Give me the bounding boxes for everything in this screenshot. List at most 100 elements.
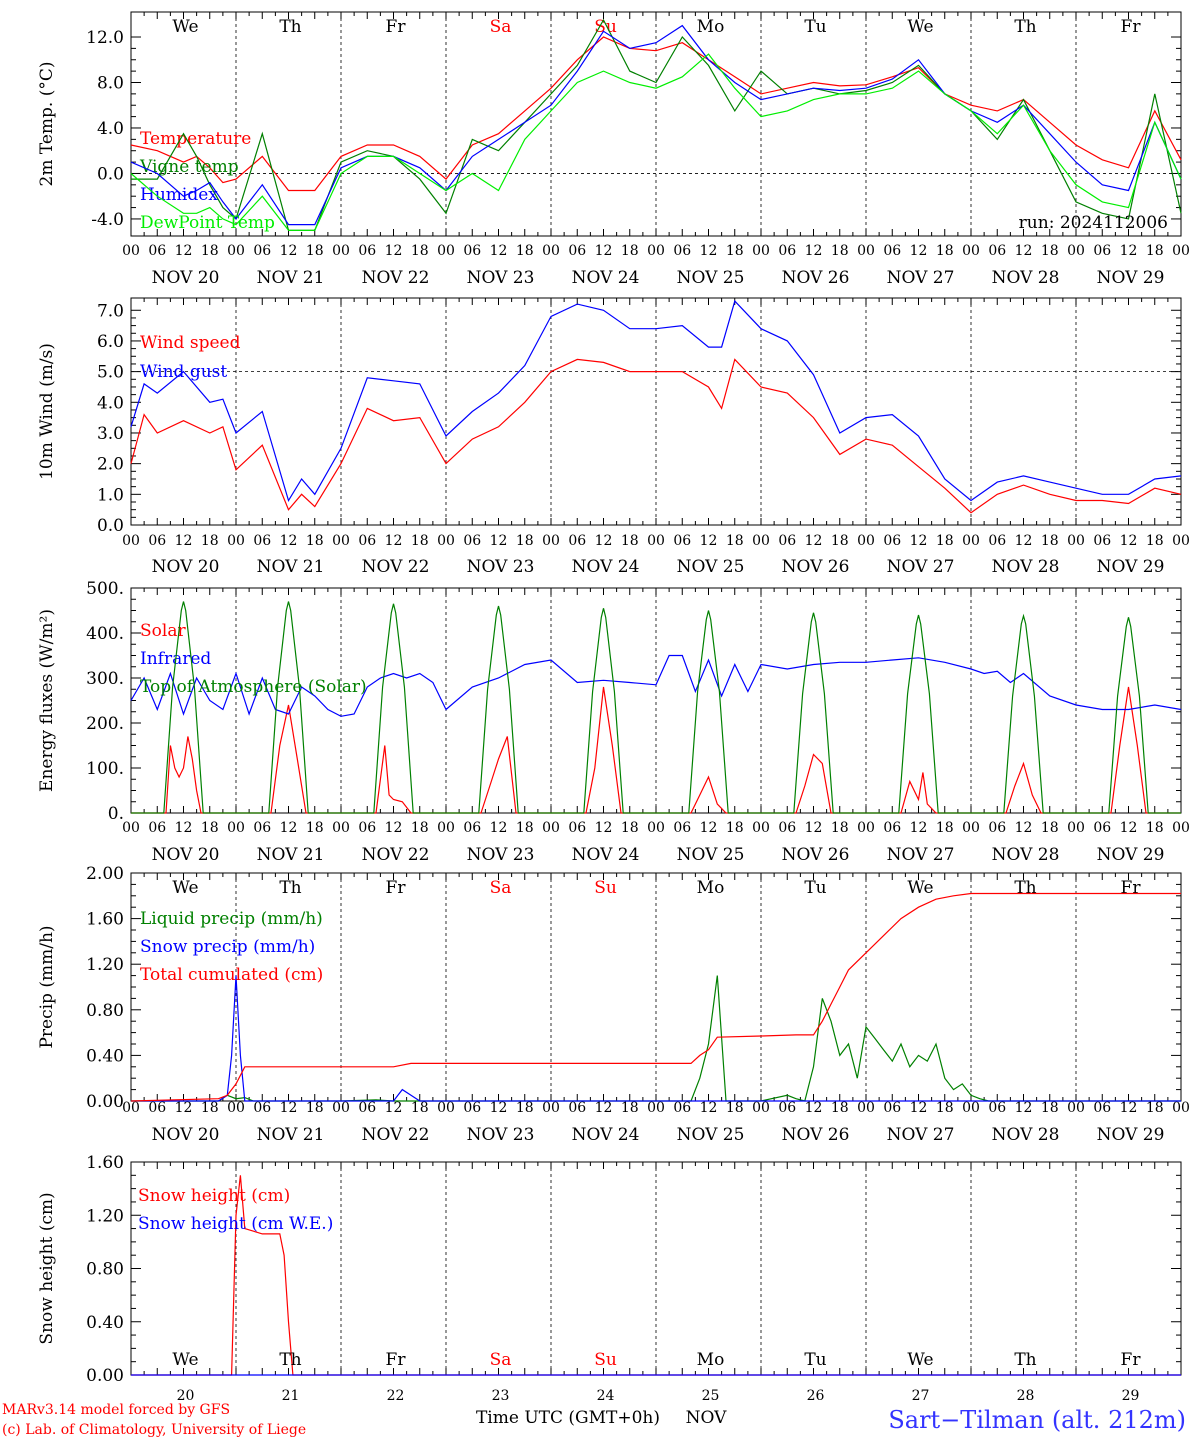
hour-tick-label: 18	[621, 820, 639, 836]
hour-tick-label: 18	[201, 1100, 219, 1116]
hour-tick-label: 18	[726, 820, 744, 836]
hour-tick-label: 00	[122, 1100, 140, 1116]
legend-entry: Total cumulated (cm)	[140, 965, 323, 985]
hour-tick-label: 18	[411, 243, 429, 259]
weekday-label: Mo	[697, 17, 725, 37]
hour-tick-label: 12	[1120, 243, 1138, 259]
hour-tick-label: 00	[1067, 820, 1085, 836]
hour-tick-label: 12	[1120, 1100, 1138, 1116]
hour-tick-label: 12	[910, 243, 928, 259]
series-line-2	[131, 18, 1182, 231]
y-tick-label: 2.00	[86, 864, 124, 884]
y-axis-label: Energy fluxes (W/m²)	[37, 609, 57, 792]
panel-4: 2.00 1.60 1.20 0.80 0.40 0.00 Precip (mm/h) 00 0…	[37, 864, 1190, 1145]
y-tick-label: 4.0	[97, 119, 124, 139]
hour-tick-label: 06	[253, 243, 271, 259]
hour-tick-label: 18	[516, 1100, 534, 1116]
date-label: NOV 23	[467, 1125, 535, 1145]
hour-tick-label: 18	[1041, 1100, 1059, 1116]
hour-tick-label: 18	[306, 820, 324, 836]
hour-tick-label: 06	[1093, 533, 1111, 549]
hour-tick-label: 18	[1146, 533, 1164, 549]
y-tick-label: 0.40	[86, 1313, 124, 1333]
hour-tick-label: 18	[936, 533, 954, 549]
hour-tick-label: 06	[988, 1100, 1006, 1116]
hour-tick-label: 00	[752, 243, 770, 259]
hour-tick-label: 00	[122, 533, 140, 549]
weekday-label: We	[907, 1350, 933, 1370]
weekday-label: Fr	[386, 1350, 407, 1370]
hour-tick-label: 18	[936, 1100, 954, 1116]
hour-tick-label: 00	[647, 820, 665, 836]
weekday-label: Th	[279, 878, 301, 898]
hour-tick-label: 06	[1093, 1100, 1111, 1116]
day-number-label: 28	[1017, 1388, 1035, 1404]
hour-tick-label: 06	[673, 243, 691, 259]
hour-tick-label: 00	[962, 820, 980, 836]
hour-tick-label: 18	[306, 1100, 324, 1116]
hour-tick-label: 00	[437, 1100, 455, 1116]
date-label: NOV 20	[152, 1125, 220, 1145]
date-label: NOV 20	[152, 268, 220, 288]
hour-tick-label: 12	[1015, 243, 1033, 259]
y-axis-label: 10m Wind (m/s)	[37, 343, 57, 480]
legend-entry: Top of Atmosphere (Solar)	[140, 677, 367, 697]
hour-tick-label: 12	[1120, 533, 1138, 549]
hour-tick-label: 00	[1067, 533, 1085, 549]
day-number-label: 22	[387, 1388, 405, 1404]
weekday-label: Th	[1014, 878, 1036, 898]
series-line-1	[131, 1175, 1181, 1376]
hour-tick-label: 18	[831, 1100, 849, 1116]
hour-tick-label: 00	[227, 243, 245, 259]
hour-tick-label: 00	[437, 243, 455, 259]
weekday-label: Su	[594, 878, 617, 898]
hour-tick-label: 06	[568, 533, 586, 549]
hour-tick-label: 12	[805, 1100, 823, 1116]
hour-tick-label: 00	[542, 533, 560, 549]
hour-tick-label: 18	[1041, 533, 1059, 549]
weekday-label: We	[907, 878, 933, 898]
weekday-label: Fr	[1121, 17, 1142, 37]
hour-tick-label: 00	[1172, 820, 1190, 836]
hour-tick-label: 18	[411, 1100, 429, 1116]
hour-tick-label: 06	[988, 820, 1006, 836]
day-number-label: 27	[912, 1388, 930, 1404]
hour-tick-label: 00	[647, 533, 665, 549]
hour-tick-label: 00	[857, 243, 875, 259]
y-tick-label: 2.0	[97, 455, 124, 475]
series-line-3	[131, 601, 1181, 814]
hour-tick-label: 00	[542, 820, 560, 836]
y-tick-label: 0.80	[86, 1260, 124, 1280]
hour-tick-label: 12	[910, 533, 928, 549]
hour-tick-label: 00	[332, 243, 350, 259]
panel-2: 7.0 6.0 5.0 4.0 3.0 2.0 1.0 0.0 10m Wind (m/s) 00…	[37, 297, 1190, 577]
date-label: NOV 22	[362, 268, 430, 288]
weekday-label: Mo	[697, 878, 725, 898]
hour-tick-label: 00	[227, 533, 245, 549]
legend-entry: Solar	[140, 621, 186, 641]
date-label: NOV 21	[257, 1125, 325, 1145]
series-line-2	[131, 975, 1181, 1102]
y-tick-label: 1.20	[86, 1206, 124, 1226]
weekday-label: Sa	[490, 878, 512, 898]
weekday-label: Su	[594, 17, 617, 37]
hour-tick-label: 00	[1172, 1100, 1190, 1116]
y-tick-label: 100.	[86, 759, 124, 779]
date-label: NOV 24	[572, 268, 640, 288]
hour-tick-label: 12	[385, 533, 403, 549]
day-number-label: 26	[807, 1388, 825, 1404]
legend-entry: Vigne temp	[139, 157, 239, 177]
hour-tick-label: 18	[201, 533, 219, 549]
hour-tick-label: 18	[411, 820, 429, 836]
y-axis-label: Precip (mm/h)	[37, 925, 57, 1048]
hour-tick-label: 06	[673, 1100, 691, 1116]
hour-tick-label: 06	[358, 533, 376, 549]
date-label: NOV 29	[1097, 557, 1165, 577]
hour-tick-label: 00	[962, 533, 980, 549]
date-label: NOV 21	[257, 268, 325, 288]
y-tick-label: 0.	[108, 804, 124, 824]
hour-tick-label: 12	[595, 243, 613, 259]
weekday-label: Th	[1014, 1350, 1036, 1370]
hour-tick-label: 18	[936, 243, 954, 259]
legend-entry: Snow height (cm)	[138, 1186, 290, 1206]
